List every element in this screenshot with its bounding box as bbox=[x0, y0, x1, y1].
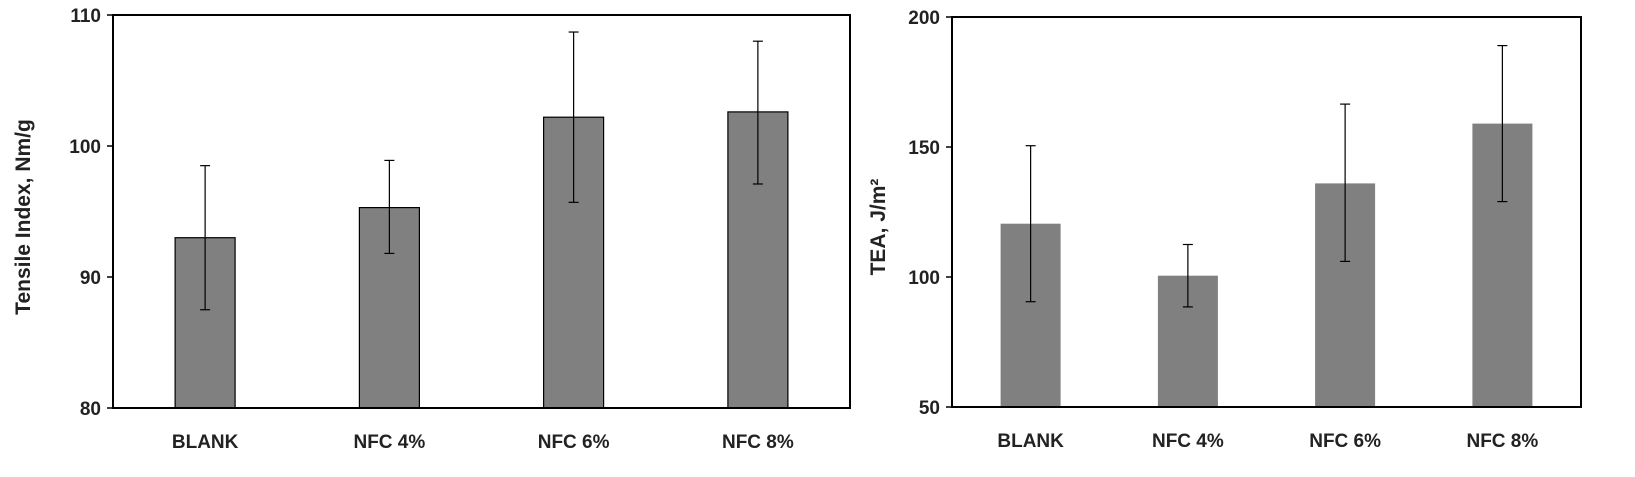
tensile-index-x-category-label-1: NFC 4% bbox=[353, 432, 425, 453]
tensile-index-chart: 80 90 100 110 BLANK NFC 4% NFC 6% NFC 8% Tensi… bbox=[12, 6, 851, 453]
tensile-index-y-tick-label-3: 110 bbox=[70, 6, 101, 27]
tensile-index-y-axis: 80 90 100 110 bbox=[69, 6, 113, 420]
tea-y-axis-title: TEA, J/m² bbox=[867, 179, 890, 276]
tea-error-bar-1 bbox=[1182, 243, 1193, 308]
tea-plot-frame bbox=[951, 16, 1582, 408]
tensile-index-error-bar-0 bbox=[200, 165, 211, 311]
tea-error-bar-2 bbox=[1340, 103, 1351, 262]
tea-y-tick-label-1: 100 bbox=[908, 268, 940, 289]
tea-x-category-label-3: NFC 8% bbox=[1466, 431, 1538, 452]
tea-x-category-label-0: BLANK bbox=[997, 431, 1064, 452]
tea-error-bar-0 bbox=[1025, 145, 1036, 303]
tensile-index-plot-area bbox=[112, 14, 851, 409]
tea-y-tick-label-2: 150 bbox=[908, 138, 940, 159]
tea-y-tick-label-3: 200 bbox=[908, 8, 940, 29]
tea-x-axis: BLANK NFC 4% NFC 6% NFC 8% bbox=[997, 431, 1538, 452]
tea-x-category-label-1: NFC 4% bbox=[1152, 431, 1224, 452]
tensile-index-x-axis: BLANK NFC 4% NFC 6% NFC 8% bbox=[172, 432, 794, 453]
tensile-index-y-axis-title: Tensile Index, Nm/g bbox=[12, 119, 35, 315]
tensile-index-error-bar-1 bbox=[384, 159, 395, 255]
tensile-index-error-bar-2 bbox=[568, 31, 579, 203]
tensile-index-y-tick-label-0: 80 bbox=[80, 399, 101, 420]
tea-plot-area bbox=[951, 16, 1582, 408]
tensile-index-x-category-label-3: NFC 8% bbox=[722, 432, 794, 453]
tea-y-axis: 50 100 150 200 bbox=[908, 8, 952, 419]
tea-error-bar-3 bbox=[1497, 44, 1508, 203]
tensile-index-error-bar-3 bbox=[752, 40, 763, 185]
tea-y-tick-label-0: 50 bbox=[919, 398, 940, 419]
tea-x-category-label-2: NFC 6% bbox=[1309, 431, 1381, 452]
tea-chart: 50 100 150 200 BLANK NFC 4% NFC 6% NFC 8% TEA,… bbox=[867, 8, 1582, 452]
tensile-index-x-category-label-0: BLANK bbox=[172, 432, 239, 453]
tensile-index-y-tick-label-1: 90 bbox=[80, 268, 101, 289]
tensile-index-plot-frame bbox=[112, 14, 851, 409]
tensile-index-x-category-label-2: NFC 6% bbox=[538, 432, 610, 453]
tensile-index-y-tick-label-2: 100 bbox=[69, 137, 101, 158]
